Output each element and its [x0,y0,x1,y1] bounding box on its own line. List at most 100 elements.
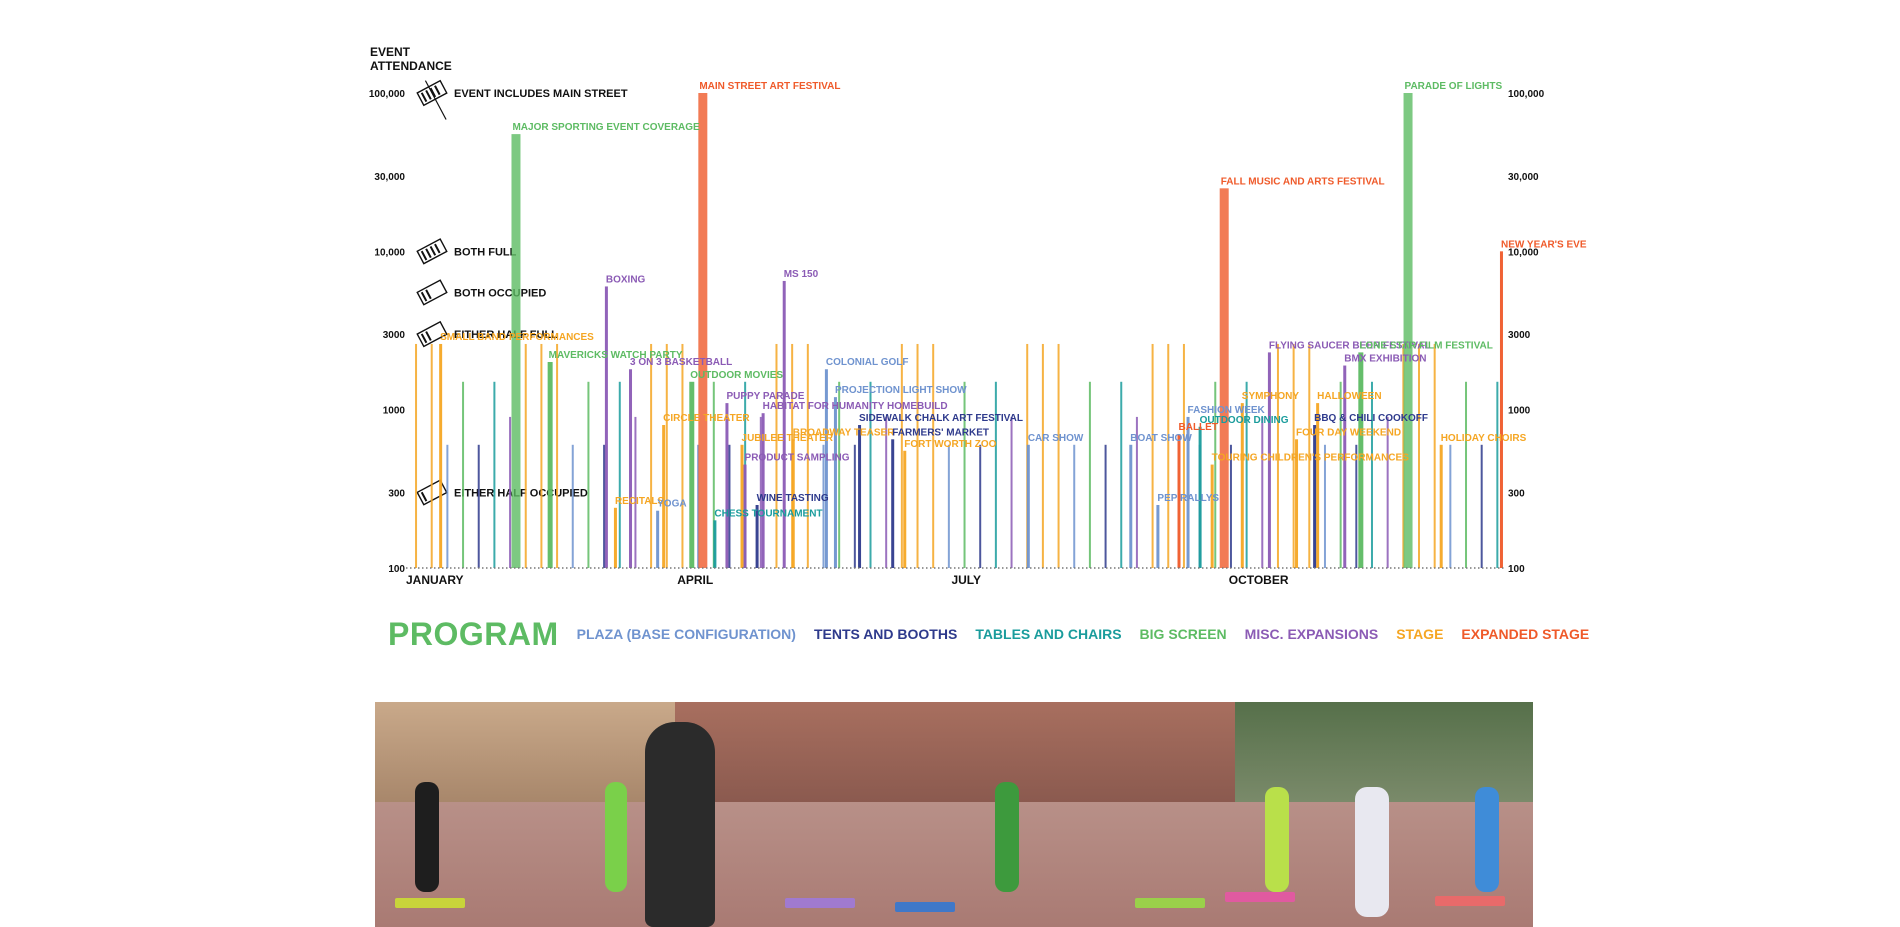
event-label: BOAT SHOW [1130,433,1192,444]
event-label: OUTDOOR DINING [1200,415,1289,426]
labels-layer: MAIN STREET ART FESTIVAL MAJOR SPORTING E… [440,81,1587,519]
recurring-event-bar [681,343,684,568]
event-label: SYMPHONY [1242,391,1300,402]
event-bar [858,425,862,568]
recurring-event-bar [477,444,480,568]
participant-figure [415,782,439,892]
key-icon-frame [416,479,448,506]
legend-item-expanded-stage: EXPANDED STAGE [1461,626,1590,642]
event-label: HALLOWEEN [1317,391,1381,402]
recurring-event-bar [963,381,966,568]
event-bar [1316,403,1320,568]
yoga-mat [895,902,955,912]
y-tick-label-left: 100 [388,564,405,575]
recurring-event-bar [603,444,606,568]
legend-item-big-screen: BIG SCREEN [1139,626,1227,642]
recurring-event-bar [1182,343,1185,568]
event-bar [604,286,608,568]
y-tick-label-left: 300 [388,488,405,499]
key-icon-hatch [420,250,428,261]
recurring-event-bar [415,343,418,568]
recurring-event-bar [838,381,841,568]
event-label: FLYING SAUCER BEER FESTIVAL [1269,340,1431,351]
yoga-mat [1135,898,1205,908]
event-bar [891,439,895,568]
event-bar [782,280,786,568]
recurring-event-bar [556,343,559,568]
ticks-layer: 100,000 100,000 30,000 30,000 10,000 10,000 30… [369,89,1545,587]
event-bar [743,464,747,568]
building-center [675,702,1235,802]
y-tick-label-right: 3000 [1508,330,1531,341]
month-label: OCTOBER [1229,573,1289,587]
key-icon-hatch [434,85,441,96]
event-bar [761,413,765,568]
key-label: EITHER HALF OCCUPIED [454,487,588,499]
recurring-event-bar [1355,444,1358,568]
event-label: FARMERS' MARKET [892,427,989,438]
event-label: CHESS TOURNAMENT [714,508,822,519]
event-label: COLONIAL GOLF [826,357,909,368]
event-label: NEW YEAR'S EVE [1501,239,1587,250]
key-icon-hatch [425,289,432,300]
participant-figure [1265,787,1289,892]
instructor-figure [645,722,715,927]
recurring-event-bar [1214,381,1217,568]
recurring-event-bar [540,343,543,568]
legend-item-misc: MISC. EXPANSIONS [1244,626,1379,642]
recurring-event-bar [869,381,872,568]
recurring-event-bar [1261,416,1264,568]
recurring-event-bar [712,381,715,568]
event-label: HABITAT FOR HUMANITY HOMEBUILD [763,401,948,412]
recurring-event-bar [1245,381,1248,568]
key-icon-frame [416,279,448,306]
event-bar [547,362,553,568]
yoga-mat [1435,896,1505,906]
event-bar [1210,464,1214,568]
recurring-event-bar [446,444,449,568]
key-label: BOTH OCCUPIED [454,287,546,299]
participant-figure [995,782,1019,892]
event-label: WINE TASTING [757,493,829,504]
key-icon-hatch [425,89,432,100]
event-label: PARADE OF LIGHTS [1405,81,1503,92]
event-label: HOLIDAY CHOIRS [1441,433,1527,444]
event-bar [1186,416,1190,568]
event-label: TOURING CHILDREN'S PERFORMANCES [1212,453,1410,464]
event-bar [1129,444,1133,568]
month-label: JULY [951,573,981,587]
event-label: FORT WORTH ZOO [904,439,996,450]
event-label: PEP RALLYS [1157,493,1219,504]
event-bar [1267,352,1271,568]
recurring-event-bar [947,444,950,568]
bars-layer [415,93,1503,569]
program-legend: PROGRAM PLAZA (BASE CONFIGURATION) TENTS… [388,612,1589,656]
event-label: MAJOR SPORTING EVENT COVERAGE [512,122,700,133]
event-bar [1295,439,1299,568]
recurring-event-bar [900,343,903,568]
y-tick-label-right: 100,000 [1508,89,1545,100]
key-icon [416,238,448,265]
recurring-event-bar [524,343,527,568]
event-label: MAVERICKS WATCH PARTY [549,350,683,361]
y-tick-label-left: 100,000 [369,89,406,100]
legend-title: PROGRAM [388,615,559,652]
event-bar [1219,188,1229,568]
event-label: MAIN STREET ART FESTIVAL [699,81,840,92]
event-bar [713,520,717,568]
key-layer: EVENT INCLUDES MAIN STREET BOTH FULL BOTH … [416,79,628,506]
trees-right [1235,702,1533,802]
key-label: BOTH FULL [454,246,517,258]
recurring-event-bar [728,444,731,568]
event-label: CIRCLE THEATER [663,413,750,424]
y-tick-label-left: 3000 [383,330,406,341]
recurring-event-bar [822,444,825,568]
event-label: MS 150 [784,269,819,280]
recurring-event-bar [885,416,888,568]
event-bar [1499,251,1503,569]
event-bar [1403,93,1413,568]
event-bar [1343,365,1347,568]
event-label: PRODUCT SAMPLING [745,453,850,464]
recurring-event-bar [1402,343,1405,568]
event-label: FOUR DAY WEEKEND [1296,427,1401,438]
